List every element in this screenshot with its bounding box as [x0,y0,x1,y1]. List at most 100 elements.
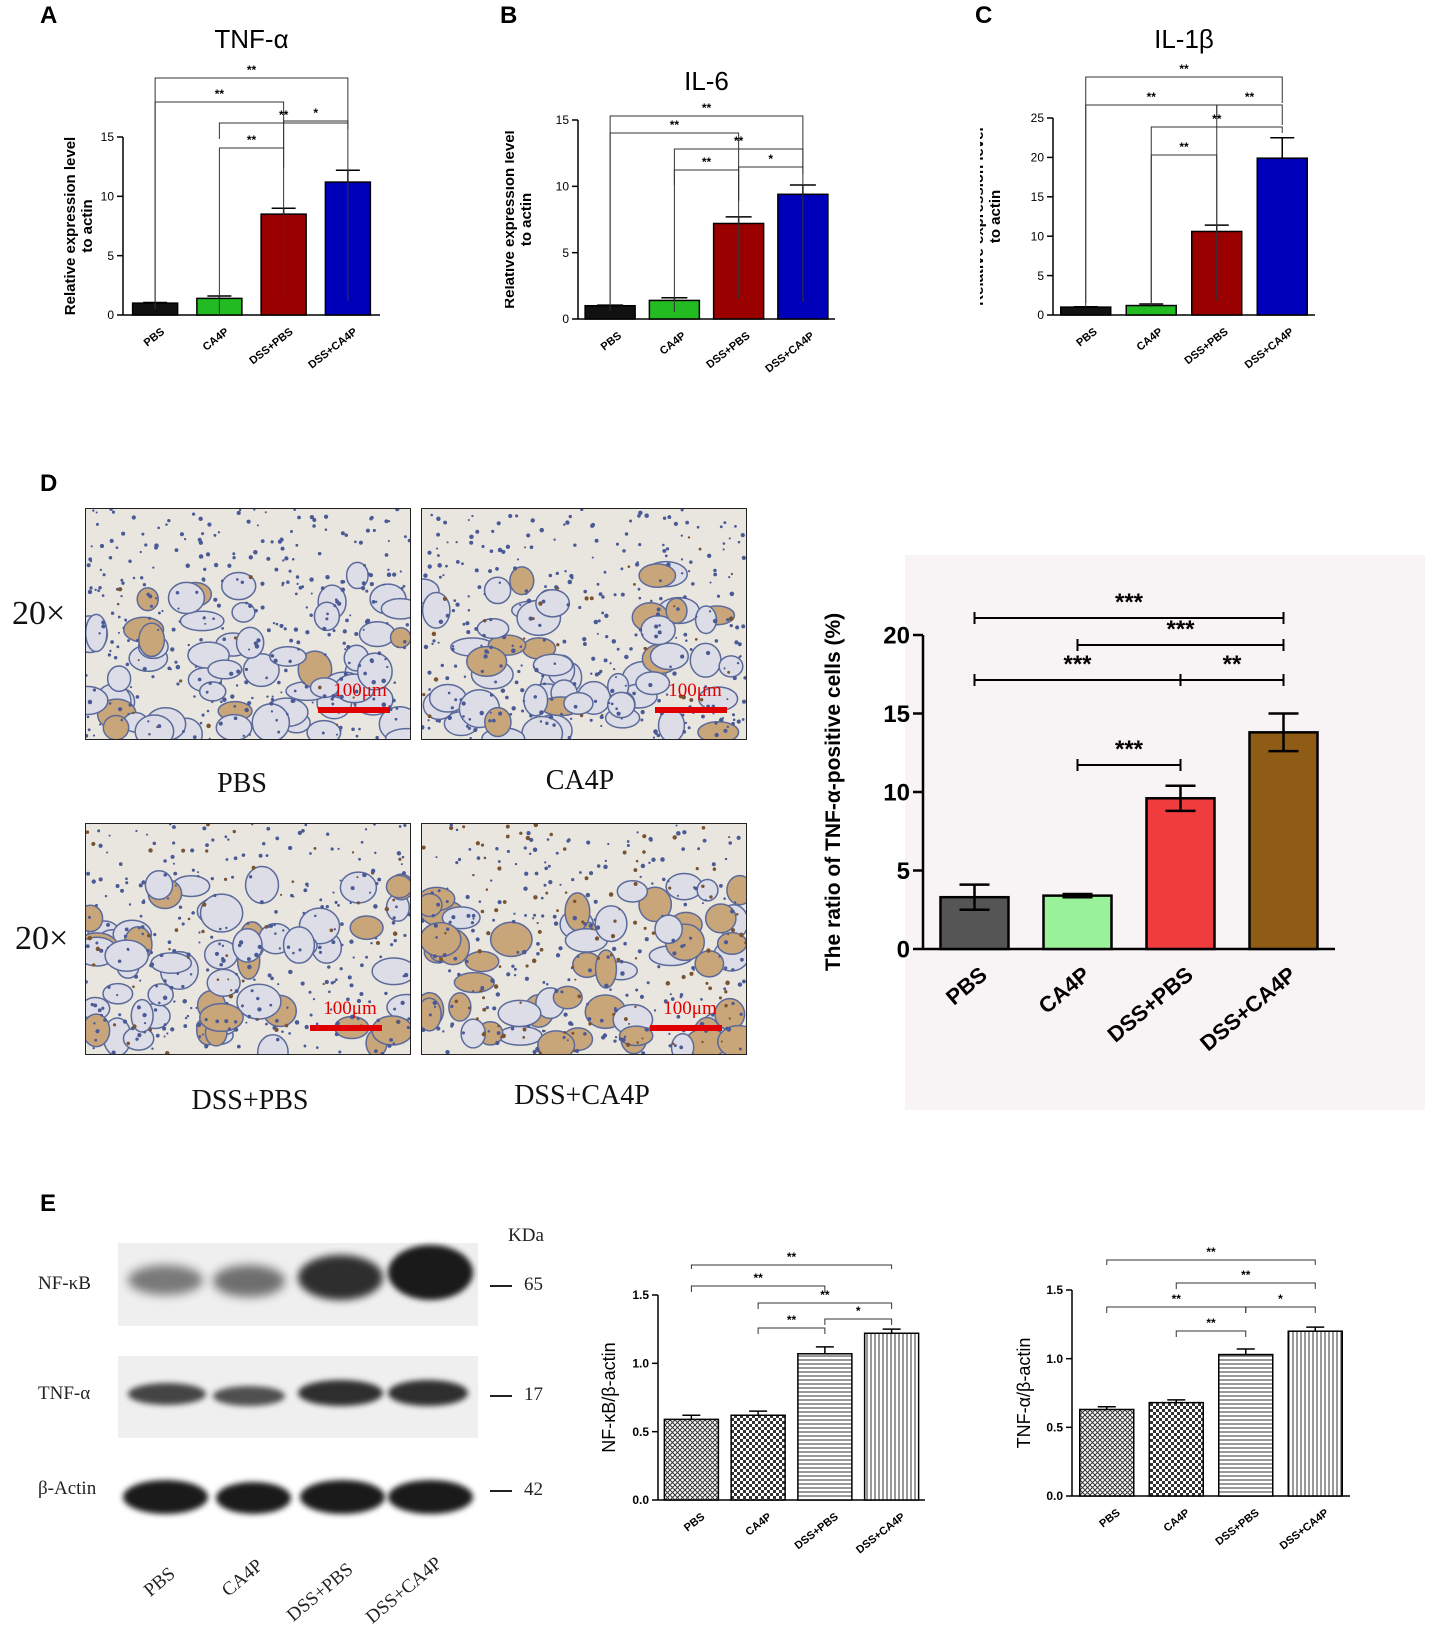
scale-bar [650,1025,722,1031]
y-tick-label: 1.0 [1046,1352,1063,1366]
kda-65: 65 [524,1274,543,1295]
significance-label: ** [702,101,712,115]
scale-bar [310,1025,382,1031]
significance-label: ** [734,134,744,148]
bar-dss-ca4p [1248,731,1319,951]
x-tick-label: CA4P [1034,962,1095,1019]
significance-label: ** [787,1313,797,1327]
x-tick-label: DSS+PBS [793,1511,841,1552]
kda-tick [490,1395,512,1397]
blot-band [128,1383,206,1405]
y-axis-label: TNF-α/β-actin [1014,1338,1034,1449]
significance-label: *** [1115,736,1144,763]
magnification-label-bottom: 20× [15,920,69,957]
y-axis-label: NF-κB/β-actin [599,1342,619,1452]
y-tick-label: 1.5 [1046,1283,1063,1297]
y-tick-label: 0 [562,312,569,326]
y-tick-label: 15 [101,130,115,144]
significance-bracket [1106,1306,1247,1313]
significance-label: * [313,106,318,120]
bar-ca4p [730,1414,786,1501]
tissue-texture [422,824,746,1054]
x-tick-label: PBS [1074,326,1099,349]
y-tick-label: 20 [883,622,910,649]
y-axis-label: to actin [987,190,1004,243]
blot-band [216,1482,291,1514]
bar-dss-pbs [797,1353,853,1501]
x-tick-label: PBS [682,1511,707,1534]
scale-bar-label: 100μm [323,998,377,1019]
x-tick-label: DSS+CA4P [1278,1507,1331,1552]
blot-band [123,1480,208,1514]
y-tick-label: 0 [897,936,910,963]
bar-dss-ca4p [863,1332,920,1501]
panel-label-c: C [975,2,993,29]
x-tick-label: CA4P [1162,1507,1193,1535]
x-tick-label: CA4P [658,330,689,358]
significance-bracket [218,122,348,139]
significance-bracket [154,101,285,309]
significance-label: ** [1245,90,1255,104]
ihc-label-pbs: PBS [217,768,267,799]
y-tick-label: 15 [556,113,570,127]
significance-label: ** [1206,1245,1216,1259]
significance-bracket [609,132,740,311]
significance-bracket [283,120,349,149]
significance-label: ** [670,118,680,132]
significance-label: ** [1241,1268,1251,1282]
significance-label: ** [1223,651,1242,678]
x-tick-label: PBS [1097,1507,1122,1530]
significance-bracket [609,115,804,306]
panel-label-e: E [40,1190,57,1217]
significance-label: ** [215,87,225,101]
significance-label: *** [1115,589,1144,616]
kda-label: KDa [508,1225,544,1246]
y-tick-label: 0 [1037,308,1044,322]
y-tick-label: 25 [1031,111,1045,125]
bar-dss-ca4p [1256,157,1308,316]
y-tick-label: 0.5 [632,1425,649,1439]
chart-c-il1beta: IL-1β 0 5 10 15 20 25 Relative expression level… [980,24,1315,371]
ihc-image-dss-pbs [85,823,411,1055]
x-tick-label: DSS+PBS [1213,1507,1261,1548]
significance-label: ** [787,1250,797,1264]
x-tick-label: CA4P [1135,326,1166,354]
ihc-label-ca4p: CA4P [545,765,615,796]
y-axis-label: Relative expression level [980,127,987,305]
lane-label-dss-pbs: DSS+PBS [283,1558,358,1627]
bar-ca4p [1148,1401,1204,1497]
bar-dss-pbs [1145,797,1216,951]
significance-label: ** [247,133,257,147]
ihc-image-dss-ca4p [421,823,747,1055]
bar-ca4p [1042,894,1113,951]
significance-bracket [1106,1259,1316,1265]
x-tick-label: DSS+PBS [704,330,752,371]
blot-label-nfkb: NF-κB [38,1273,91,1294]
x-tick-label: DSS+CA4P [854,1511,907,1556]
significance-bracket [757,1327,826,1334]
significance-bracket [1085,76,1283,307]
y-tick-label: 15 [883,701,910,728]
y-tick-label: 10 [883,779,910,806]
kda-tick [490,1285,512,1287]
lane-label-pbs: PBS [140,1563,180,1602]
significance-bracket [757,1302,893,1309]
significance-bracket [824,1318,893,1325]
significance-bracket [218,147,285,316]
significance-label: *** [1063,651,1092,678]
y-tick-label: 15 [1031,190,1045,204]
y-axis-label: to actin [518,193,535,246]
blot-band [128,1265,203,1295]
y-axis-label: The ratio of TNF-α-positive cells (%) [822,613,845,971]
lane-label-ca4p: CA4P [218,1555,268,1602]
x-tick-label: DSS+PBS [1182,326,1230,367]
ihc-label-dss-pbs: DSS+PBS [191,1085,309,1116]
bar-pbs [663,1418,720,1501]
significance-bracket [738,166,804,200]
scale-bar [318,707,390,713]
chart-e-tnf-ratio: 0.0 0.5 1.0 1.5 TNF-α/β-actin PBS CA4P DSS+PBS D… [1014,1245,1350,1552]
x-tick-label: CA4P [743,1511,774,1539]
bar-dss-pbs [1218,1353,1274,1497]
scale-bar-label: 100μm [663,998,717,1019]
